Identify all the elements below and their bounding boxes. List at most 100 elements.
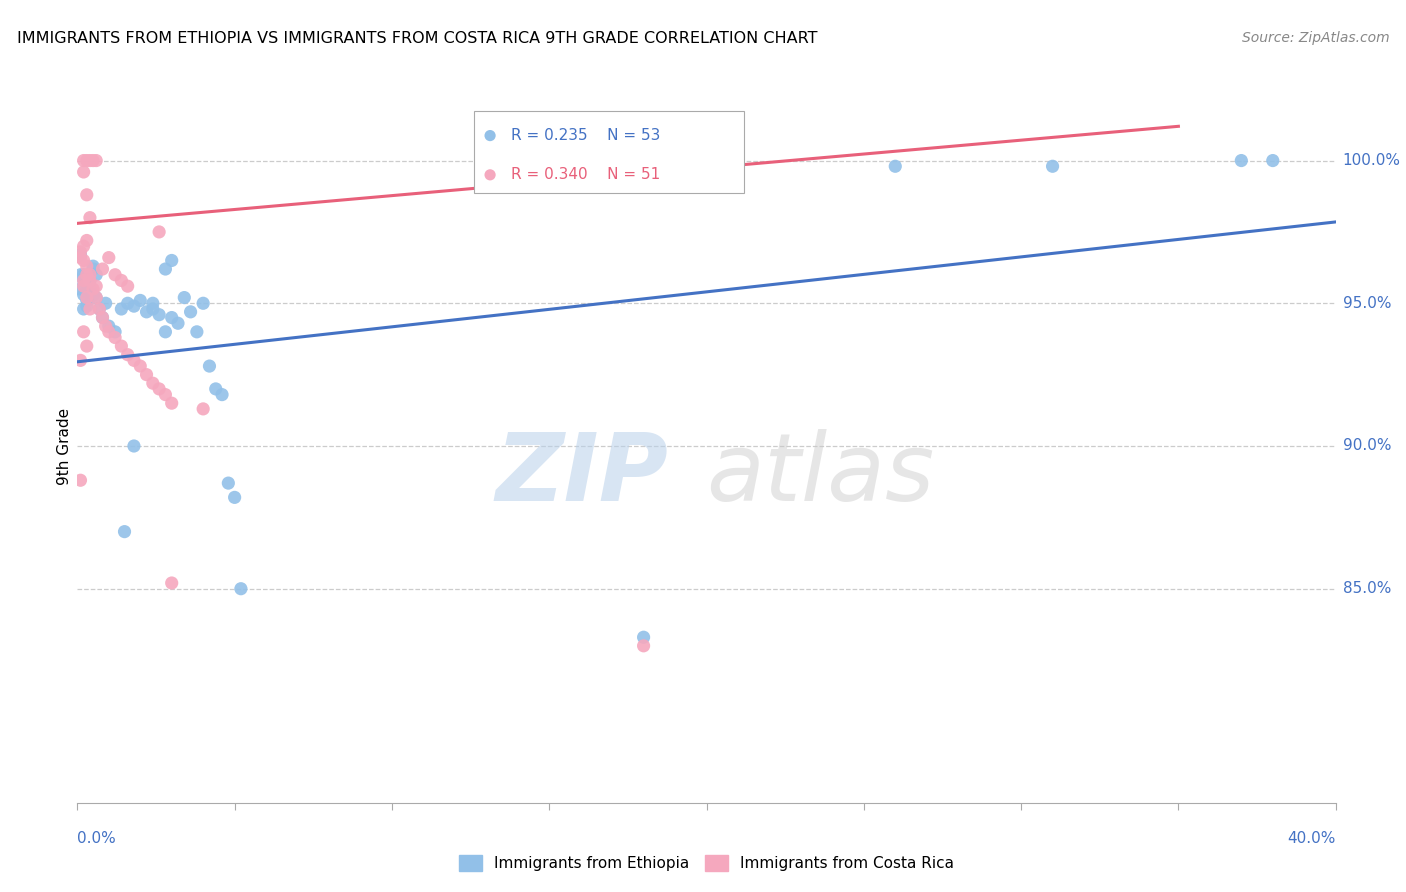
Point bbox=[79, 268, 101, 282]
Point bbox=[1261, 153, 1284, 168]
Point bbox=[79, 153, 101, 168]
Point bbox=[191, 401, 215, 416]
Point bbox=[91, 310, 114, 325]
Point bbox=[135, 305, 157, 319]
Point bbox=[72, 325, 94, 339]
Point bbox=[84, 279, 107, 293]
Point bbox=[160, 253, 183, 268]
Point bbox=[89, 301, 111, 316]
Point bbox=[1098, 496, 1121, 510]
Point bbox=[76, 291, 98, 305]
Point bbox=[104, 325, 127, 339]
Point bbox=[72, 239, 94, 253]
Point bbox=[173, 291, 195, 305]
Text: R = 0.340    N = 51: R = 0.340 N = 51 bbox=[512, 168, 661, 182]
Point bbox=[104, 268, 127, 282]
Point bbox=[1042, 159, 1064, 173]
Point bbox=[94, 296, 117, 310]
Point bbox=[122, 439, 145, 453]
Point bbox=[82, 282, 104, 296]
Point bbox=[76, 293, 98, 308]
Point bbox=[72, 165, 94, 179]
Point bbox=[1098, 339, 1121, 353]
Point bbox=[69, 248, 91, 262]
Point bbox=[79, 273, 101, 287]
Text: 40.0%: 40.0% bbox=[1288, 831, 1336, 847]
Point bbox=[155, 262, 177, 277]
Point bbox=[76, 153, 98, 168]
Point bbox=[155, 325, 177, 339]
Point bbox=[160, 310, 183, 325]
Point bbox=[117, 296, 139, 310]
Point bbox=[76, 259, 98, 273]
Point bbox=[69, 244, 91, 259]
Point bbox=[204, 382, 226, 396]
Y-axis label: 9th Grade: 9th Grade bbox=[56, 408, 72, 484]
Point bbox=[229, 582, 252, 596]
Point bbox=[82, 287, 104, 301]
Point bbox=[160, 396, 183, 410]
Text: 85.0%: 85.0% bbox=[1343, 582, 1391, 596]
Point bbox=[148, 225, 170, 239]
Point bbox=[129, 293, 152, 308]
Point bbox=[84, 153, 107, 168]
Point bbox=[72, 279, 94, 293]
Point bbox=[89, 301, 111, 316]
Point bbox=[110, 339, 132, 353]
Text: Source: ZipAtlas.com: Source: ZipAtlas.com bbox=[1241, 31, 1389, 45]
Point bbox=[186, 325, 208, 339]
Point bbox=[79, 301, 101, 316]
Point bbox=[84, 291, 107, 305]
Point bbox=[148, 308, 170, 322]
Point bbox=[91, 262, 114, 277]
Point bbox=[72, 287, 94, 301]
Point bbox=[167, 316, 190, 330]
Point bbox=[122, 353, 145, 368]
Text: R = 0.235    N = 53: R = 0.235 N = 53 bbox=[512, 128, 661, 143]
Point bbox=[69, 353, 91, 368]
Point bbox=[76, 234, 98, 248]
Point bbox=[79, 273, 101, 287]
Point bbox=[69, 473, 91, 487]
Point bbox=[72, 273, 94, 287]
Text: ZIP: ZIP bbox=[496, 428, 669, 521]
Legend: Immigrants from Ethiopia, Immigrants from Costa Rica: Immigrants from Ethiopia, Immigrants fro… bbox=[453, 849, 960, 877]
Point bbox=[82, 259, 104, 273]
Point bbox=[211, 387, 233, 401]
Point bbox=[76, 277, 98, 291]
Point bbox=[122, 299, 145, 313]
Point bbox=[72, 153, 94, 168]
Point bbox=[72, 273, 94, 287]
Text: 90.0%: 90.0% bbox=[1343, 439, 1391, 453]
Point bbox=[142, 296, 165, 310]
Point bbox=[84, 268, 107, 282]
Point bbox=[217, 476, 239, 491]
Point bbox=[110, 273, 132, 287]
Point bbox=[97, 251, 120, 265]
Point bbox=[97, 319, 120, 334]
Text: IMMIGRANTS FROM ETHIOPIA VS IMMIGRANTS FROM COSTA RICA 9TH GRADE CORRELATION CHA: IMMIGRANTS FROM ETHIOPIA VS IMMIGRANTS F… bbox=[17, 31, 817, 46]
Text: 0.0%: 0.0% bbox=[77, 831, 117, 847]
Point bbox=[142, 301, 165, 316]
Point bbox=[224, 491, 246, 505]
Point bbox=[76, 299, 98, 313]
Point bbox=[104, 330, 127, 344]
Point bbox=[84, 291, 107, 305]
Point bbox=[82, 153, 104, 168]
Point bbox=[69, 251, 91, 265]
Point bbox=[114, 524, 136, 539]
Point bbox=[129, 359, 152, 373]
Point bbox=[76, 285, 98, 299]
Point bbox=[91, 310, 114, 325]
Point bbox=[117, 348, 139, 362]
Point bbox=[76, 339, 98, 353]
Point bbox=[148, 382, 170, 396]
Point bbox=[69, 282, 91, 296]
Point bbox=[160, 576, 183, 591]
Point bbox=[82, 262, 104, 277]
Point bbox=[884, 159, 907, 173]
Text: atlas: atlas bbox=[707, 429, 935, 520]
Point bbox=[155, 387, 177, 401]
FancyBboxPatch shape bbox=[474, 111, 744, 193]
Point bbox=[72, 268, 94, 282]
